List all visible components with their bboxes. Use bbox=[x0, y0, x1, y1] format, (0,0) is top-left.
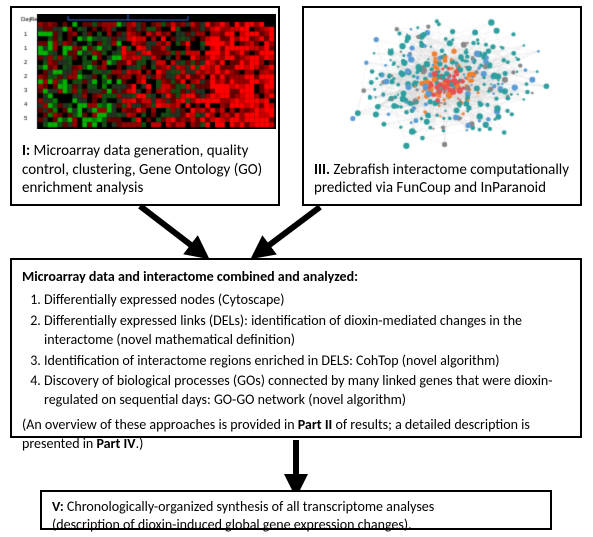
central-list-item: Discovery of biological processes (GOs) … bbox=[44, 372, 570, 410]
central-note: (An overview of these approaches is prov… bbox=[22, 416, 570, 454]
central-list-item: Differentially expressed nodes (Cytoscap… bbox=[44, 291, 570, 310]
bottom-line2: (description of dioxin-induced global ge… bbox=[52, 516, 540, 534]
panel-3-prefix: III. bbox=[314, 161, 330, 179]
interactome-network bbox=[312, 14, 578, 154]
bottom-line1: V: Chronologically-organized synthesis o… bbox=[52, 498, 540, 516]
central-title: Microarray data and interactome combined… bbox=[22, 268, 570, 287]
central-list: Differentially expressed nodes (Cytoscap… bbox=[22, 291, 570, 410]
panel-3-label: III. Zebrafish interactome computational… bbox=[308, 157, 576, 203]
panel-1-prefix: I: bbox=[22, 142, 30, 160]
panel-3: III. Zebrafish interactome computational… bbox=[302, 6, 582, 206]
central-panel: Microarray data and interactome combined… bbox=[10, 258, 582, 438]
central-list-item: Identification of interactome regions en… bbox=[44, 352, 570, 371]
bottom-panel: V: Chronologically-organized synthesis o… bbox=[40, 490, 552, 530]
panel-1-text: Microarray data generation, quality cont… bbox=[22, 142, 262, 198]
central-list-item: Differentially expressed links (DELs): i… bbox=[44, 312, 570, 350]
microarray-heatmap bbox=[20, 14, 276, 129]
panel-1: I: Microarray data generation, quality c… bbox=[10, 6, 280, 206]
panel-3-text: Zebrafish interactome computationally pr… bbox=[314, 161, 569, 198]
panel-1-label: I: Microarray data generation, quality c… bbox=[16, 138, 274, 202]
